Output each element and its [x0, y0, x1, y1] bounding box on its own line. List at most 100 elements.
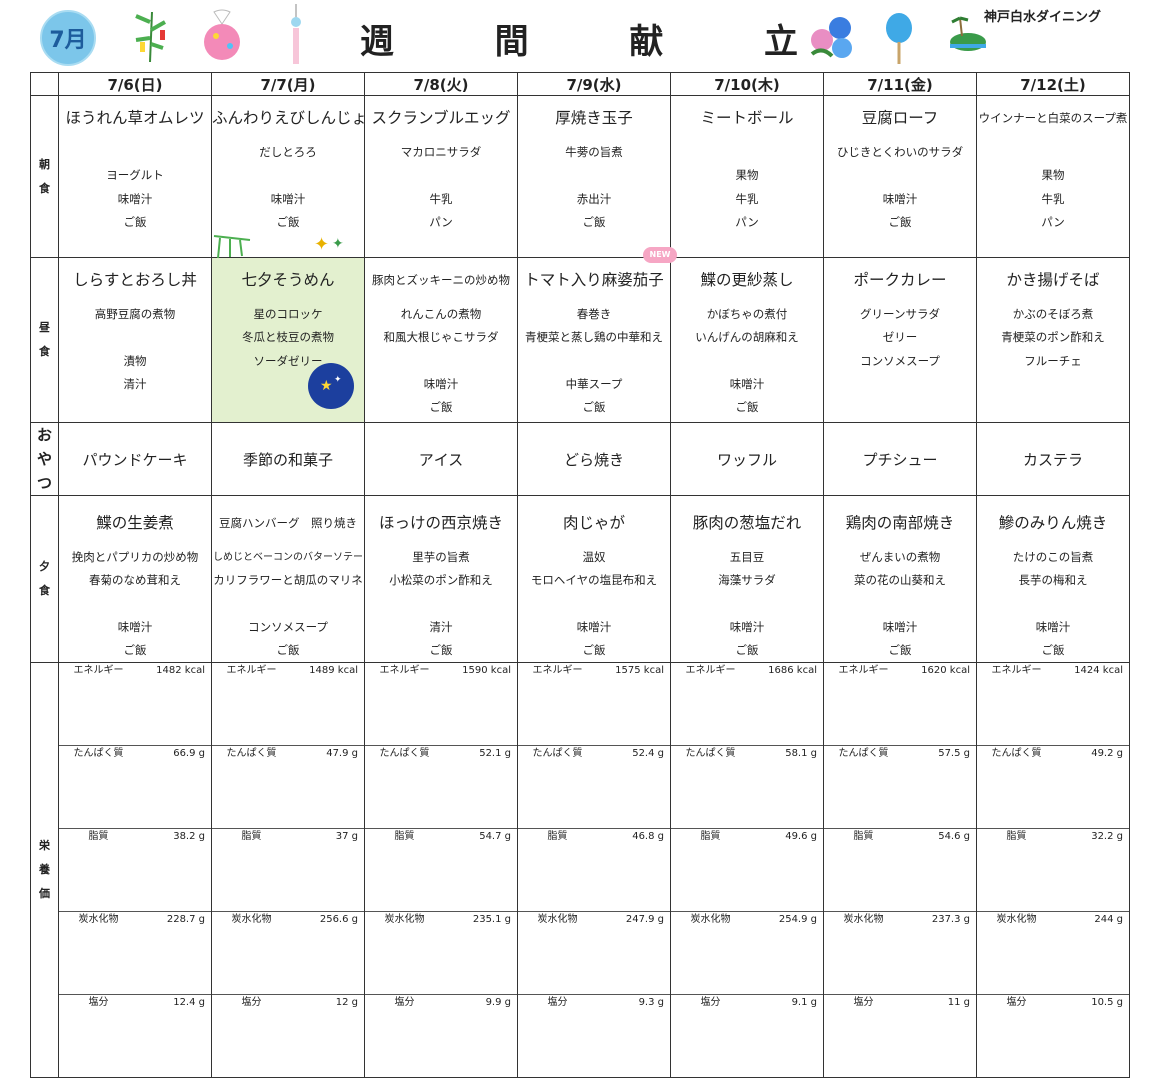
breakfast-cell: ほうれん草オムレツ ヨーグルト 味噌汁 ご飯: [58, 95, 212, 258]
dinner-cell: 豆腐ハンバーグ 照り焼き しめじとベーコンのバターソテー カリフラワーと胡瓜のマリネ…: [211, 494, 365, 664]
nutrition-item: たんぱく質 58.1 g: [671, 745, 823, 830]
lunch-cell: しらすとおろし丼 高野豆腐の煮物 漬物 清汁: [58, 257, 212, 423]
snack-cell: 季節の和菓子: [211, 422, 365, 496]
side-dish: 味噌汁: [882, 619, 918, 634]
nutrient-label: 炭水化物: [59, 911, 139, 996]
side-dish: ご飯: [123, 214, 147, 229]
main-dish: 豆腐ローフ: [861, 109, 939, 127]
nutrient-value: 1620 kcal: [903, 663, 976, 747]
nutrition-table: エネルギー 1482 kcal たんぱく質 66.9 g 脂質 38.2 g 炭水化物 228…: [59, 663, 211, 1077]
side-dish: 清汁: [123, 376, 147, 391]
island-icon: [950, 16, 986, 51]
side-dish: 中華スープ: [565, 376, 623, 391]
wind-chime-ball-icon: [204, 9, 240, 60]
month-badge-icon: 7月: [40, 10, 96, 66]
day-header: 7/11(金): [823, 72, 977, 96]
side-dish: 五目豆: [729, 550, 765, 564]
nutrition-item: たんぱく質 47.9 g: [212, 745, 364, 830]
nutrient-label: 脂質: [212, 828, 292, 913]
side-dish: 牛乳: [429, 191, 453, 206]
nutrient-label: 炭水化物: [212, 911, 292, 996]
side-dish: 牛乳: [1041, 191, 1065, 206]
side-dish: かぶのそぼろ煮: [1012, 307, 1094, 321]
main-dish: 鰈の生姜煮: [96, 514, 174, 532]
nutrient-value: 9.9 g: [485, 997, 511, 1009]
row-label-char: 昼: [39, 321, 50, 334]
nutrition-item: エネルギー 1424 kcal: [977, 663, 1129, 747]
snack-cell: プチシュー: [823, 422, 977, 496]
side-dish: ご飯: [1041, 643, 1065, 658]
nutrition-cell: エネルギー 1620 kcal たんぱく質 57.5 g 脂質 54.6 g 炭水化物 237…: [823, 662, 977, 1078]
side-dishes: ぜんまいの煮物 菜の花の山葵和え 味噌汁 ご飯: [824, 546, 976, 662]
side-dish: 青梗菜と蒸し鶏の中華和え: [525, 330, 663, 345]
breakfast-cell: 豆腐ローフ ひじきとくわいのサラダ 味噌汁 ご飯: [823, 95, 977, 258]
side-dish: しめじとベーコンのバターソテー: [213, 552, 363, 563]
row-label-char: 朝: [39, 157, 50, 171]
day-header: 7/6(日): [58, 72, 212, 96]
main-dish: ウインナーと白菜のスープ煮: [978, 111, 1128, 125]
nutrient-label: 炭水化物: [671, 911, 751, 996]
side-dish: [518, 593, 670, 616]
side-dish: 味噌汁: [270, 191, 306, 206]
side-dishes: かぶのそぼろ煮 青梗菜のポン酢和え フルーチェ: [977, 303, 1129, 419]
side-dishes: 果物 牛乳 パン: [671, 141, 823, 234]
nutrition-item: 脂質 37 g: [212, 828, 364, 913]
side-dish: ご飯: [429, 400, 453, 415]
side-dish: 漬物: [123, 353, 147, 368]
side-dish: 里芋の旨煮: [412, 550, 470, 564]
nutrient-value: 49.2 g: [1056, 745, 1129, 830]
nutrition-item: エネルギー 1575 kcal: [518, 663, 670, 747]
side-dish: [518, 164, 670, 187]
side-dish: カリフラワーと胡瓜のマリネ: [213, 573, 363, 588]
side-dish: 星のコロッケ: [253, 307, 323, 321]
nutrient-label: 塩分: [241, 997, 262, 1009]
nutrition-cell: エネルギー 1489 kcal たんぱく質 47.9 g 脂質 37 g 炭水化物 256.6…: [211, 662, 365, 1078]
nutrient-label: たんぱく質: [59, 745, 139, 830]
side-dish: 海藻サラダ: [718, 573, 776, 588]
side-dish: ご飯: [888, 214, 912, 229]
day-header: 7/10(木): [670, 72, 824, 96]
nutrition-table: エネルギー 1686 kcal たんぱく質 58.1 g 脂質 49.6 g 炭水化物 254…: [671, 663, 823, 1077]
nutrition-item: エネルギー 1482 kcal: [59, 663, 211, 747]
side-dish: [671, 141, 823, 164]
side-dish: かぼちゃの煮付: [706, 307, 788, 321]
main-dish: 鰺のみりん焼き: [998, 514, 1108, 532]
nutrient-value: 235.1 g: [444, 911, 517, 996]
side-dish: 春巻き: [576, 307, 612, 321]
nutrition-item: 塩分 12 g: [212, 995, 364, 1078]
nutrient-label: エネルギー: [212, 663, 292, 747]
side-dishes: 里芋の旨煮 小松菜のポン酢和え 清汁 ご飯: [365, 546, 517, 662]
row-label-char: 食: [39, 345, 50, 358]
side-dish: たけのこの旨煮: [1012, 550, 1094, 564]
side-dish: 味噌汁: [117, 619, 153, 634]
nutrition-table: エネルギー 1424 kcal たんぱく質 49.2 g 脂質 32.2 g 炭水化物 244…: [977, 663, 1129, 1077]
nutrition-item: 炭水化物 256.6 g: [212, 911, 364, 996]
dinner-cell: 豚肉の葱塩だれ 五目豆 海藻サラダ 味噌汁 ご飯: [670, 494, 824, 664]
nutrition-cell: エネルギー 1424 kcal たんぱく質 49.2 g 脂質 32.2 g 炭水化物 244…: [976, 662, 1130, 1078]
side-dishes: 星のコロッケ 冬瓜と枝豆の煮物 ソーダゼリー: [212, 303, 364, 419]
nutrient-label: 塩分: [700, 997, 721, 1009]
row-label-nutrition: 栄養価: [30, 662, 59, 1078]
svg-text:✦: ✦: [334, 375, 342, 385]
snack-cell: どら焼き: [517, 422, 671, 496]
breakfast-cell: 厚焼き玉子 牛蒡の旨煮 赤出汁 ご飯: [517, 95, 671, 258]
nutrition-item: 炭水化物 237.3 g: [824, 911, 976, 996]
row-label-lunch: 昼食: [30, 257, 59, 423]
side-dish: [824, 593, 976, 616]
side-dish: 味噌汁: [882, 191, 918, 206]
nutrient-label: エネルギー: [977, 663, 1057, 747]
dinner-cell: 鶏肉の南部焼き ぜんまいの煮物 菜の花の山葵和え 味噌汁 ご飯: [823, 494, 977, 664]
side-dish: [59, 141, 211, 164]
side-dish: [518, 350, 670, 373]
side-dish: 牛乳: [735, 191, 759, 206]
main-dish: ほうれん草オムレツ: [65, 109, 205, 127]
side-dish: いんげんの胡麻和え: [695, 330, 799, 345]
nutrition-item: エネルギー 1620 kcal: [824, 663, 976, 747]
snack-cell: カステラ: [976, 422, 1130, 496]
tanabata-decoration-icon: [213, 235, 251, 259]
side-dish: [671, 350, 823, 373]
date-header-row: 7/6(日) 7/7(月) 7/8(火) 7/9(水) 7/10(木) 7/11(金) 7/…: [30, 72, 1130, 96]
nutrient-value: 12 g: [335, 997, 358, 1009]
dinner-cell: 鰈の生姜煮 挽肉とパプリカの炒め物 春菊のなめ茸和え 味噌汁 ご飯: [58, 494, 212, 664]
nutrient-value: 52.4 g: [597, 745, 670, 830]
